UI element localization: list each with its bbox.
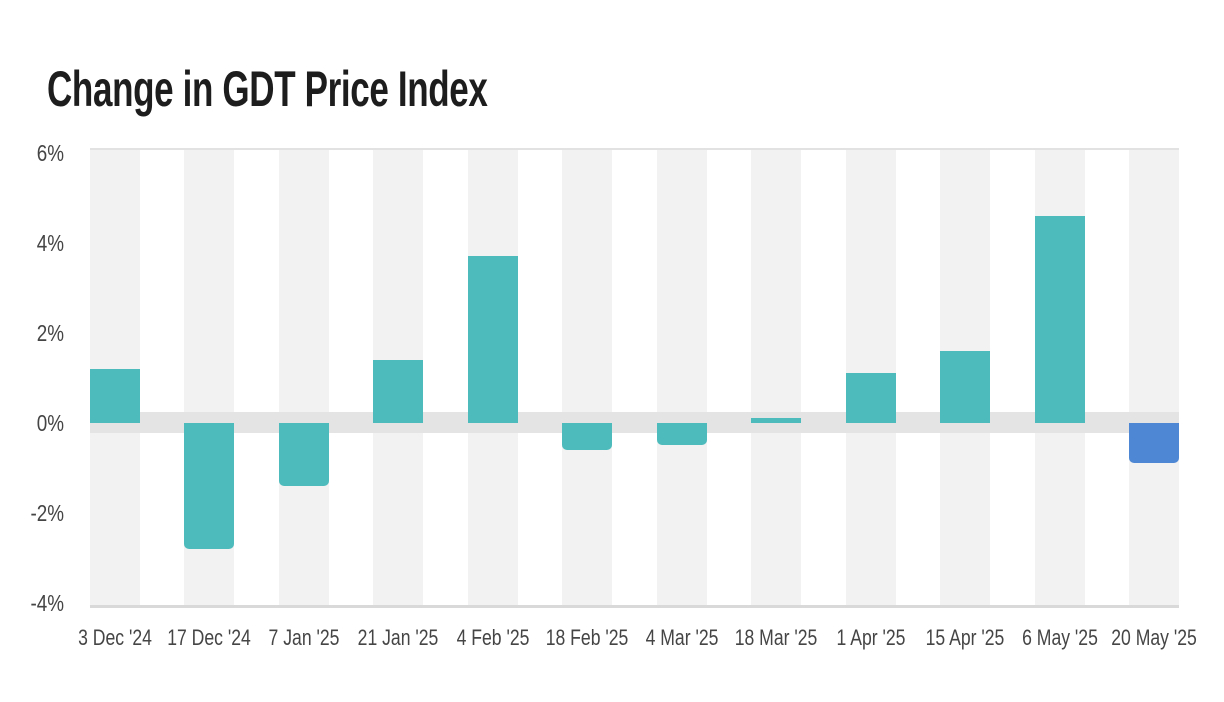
x-axis-label-15-apr-25: 15 Apr '25 [925,625,1005,650]
x-axis-label-4-feb-25: 4 Feb '25 [456,625,529,650]
category-stripe-18-mar-25 [751,150,801,605]
y-axis-tick-label-4: 4% [36,229,64,256]
chart-title: Change in GDT Price Index [47,60,488,117]
x-axis-label-18-feb-25: 18 Feb '25 [545,625,629,650]
category-stripe-4-mar-25 [656,150,707,605]
y-axis-tick-label-4: -4% [30,589,64,616]
zero-baseline-band [90,412,1179,433]
bar-4-mar-25[interactable] [656,422,707,445]
x-axis-label-6-may-25: 6 May '25 [1021,625,1098,650]
y-axis-tick-label-0: 0% [36,409,64,436]
x-axis-label-4-mar-25: 4 Mar '25 [645,625,718,650]
bar-7-jan-25[interactable] [278,422,329,486]
bar-20-may-25[interactable] [1129,422,1179,463]
bar-17-dec-24[interactable] [184,422,234,549]
gridline-bottom-minus4pct [90,605,1179,608]
bar-1-apr-25[interactable] [845,373,896,423]
x-axis-label-3-dec-24: 3 Dec '24 [77,625,152,650]
y-axis-tick-label-2: 2% [36,319,64,346]
x-axis-label-20-may-25: 20 May '25 [1111,625,1197,650]
category-stripe-18-feb-25 [562,150,612,605]
bar-15-apr-25[interactable] [940,350,990,423]
x-axis-label-21-jan-25: 21 Jan '25 [357,625,439,650]
bar-18-mar-25[interactable] [751,418,801,423]
x-axis-label-7-jan-25: 7 Jan '25 [268,625,339,650]
gridline-top-6pct [90,148,1179,150]
x-axis-label-18-mar-25: 18 Mar '25 [734,625,818,650]
x-axis-label-1-apr-25: 1 Apr '25 [836,625,905,650]
y-axis-tick-label-2: -2% [30,499,64,526]
y-axis-tick-label-6: 6% [36,139,64,166]
bar-21-jan-25[interactable] [373,359,423,423]
bar-4-feb-25[interactable] [467,256,518,423]
x-axis-label-17-dec-24: 17 Dec '24 [167,625,251,650]
bar-18-feb-25[interactable] [562,422,612,450]
bar-3-dec-24[interactable] [89,368,140,423]
bar-6-may-25[interactable] [1034,215,1085,423]
category-stripe-20-may-25 [1129,150,1179,605]
category-stripe-7-jan-25 [278,150,329,605]
